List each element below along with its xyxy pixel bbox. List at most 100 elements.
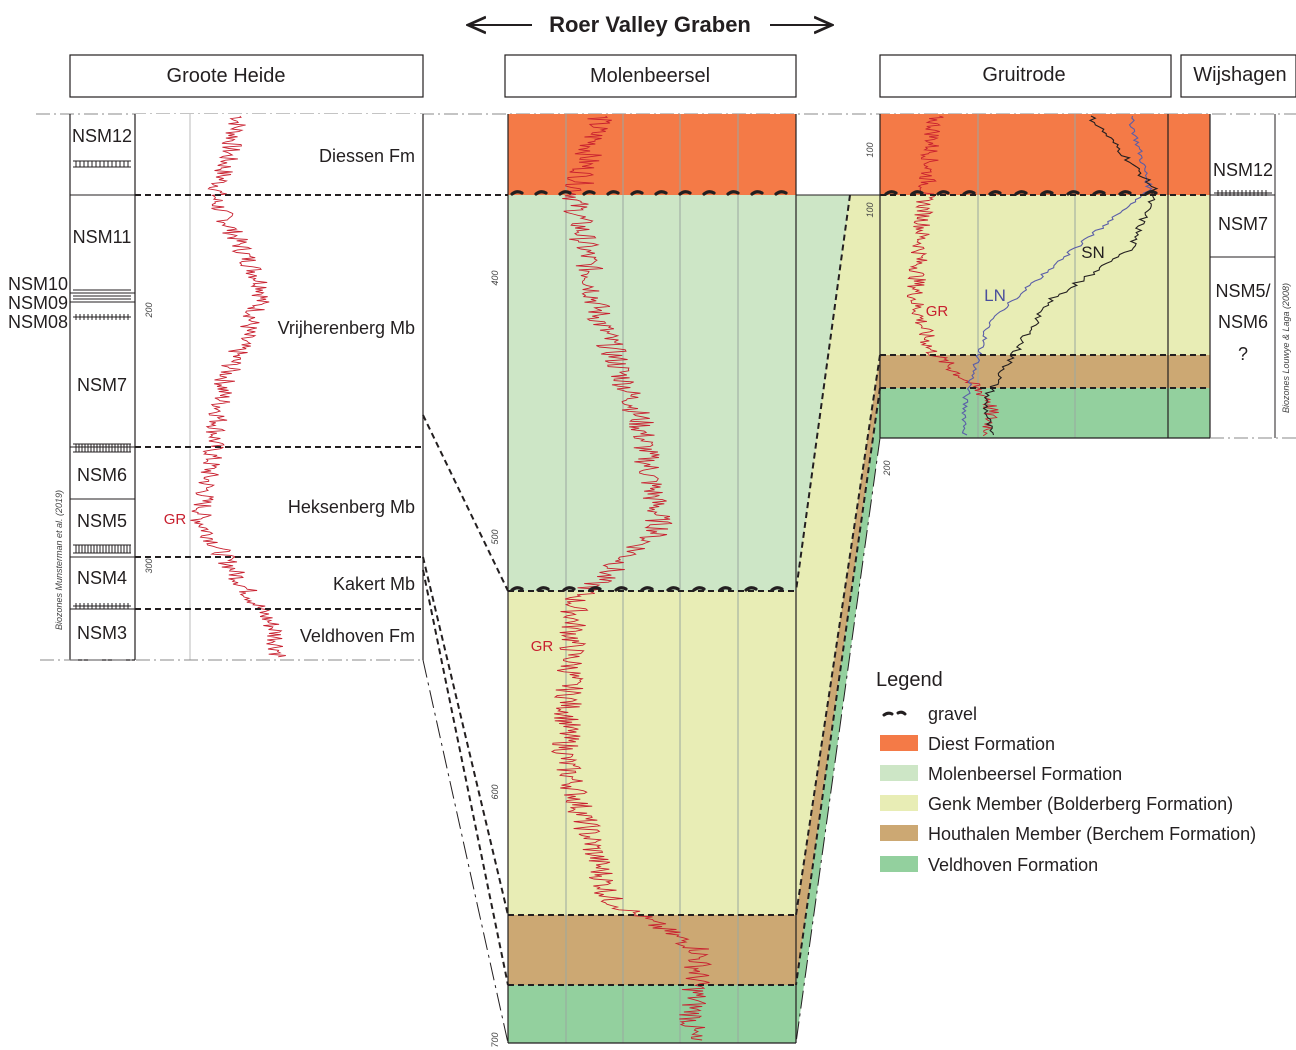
legend-item-diest: Diest Formation: [880, 734, 1055, 754]
legend-swatch: [880, 765, 918, 781]
gr-log-curve: [190, 115, 286, 658]
biozone-label: NSM6: [77, 465, 127, 485]
gravel-mark: [640, 586, 654, 592]
gravel-mark: [702, 190, 716, 196]
diest-fill: [508, 114, 796, 195]
header-box-groote-heide: [69, 54, 424, 98]
biozone-label: NSM7: [1218, 214, 1268, 234]
biozone-hatch: [1214, 190, 1272, 196]
gravel-mark: [1144, 190, 1158, 196]
veldhoven-fill: [508, 985, 796, 1043]
gravel-mark: [962, 190, 976, 196]
biozone-source-groote-heide: Biozones Munsterman et al. (2019): [54, 490, 64, 630]
datum-correlation: [422, 437, 881, 1044]
wijshagen-column: NSM12 NSM7 NSM5/ NSM6 ? Biozones Louwye …: [1210, 114, 1291, 438]
biozone-label: NSM12: [72, 126, 132, 146]
molenbeersel-wedge: [796, 195, 850, 591]
gr-log-curve: [550, 115, 713, 1041]
header-box-molenbeersel: [504, 54, 797, 98]
unit-label: Heksenberg Mb: [288, 497, 415, 517]
legend-item-veldhoven: Veldhoven Formation: [880, 855, 1098, 875]
gravel-mark: [1066, 190, 1080, 196]
header-wijshagen: Wijshagen: [1193, 64, 1286, 86]
gravel-mark: [582, 190, 596, 196]
biozone-label: NSM11: [73, 227, 132, 247]
header-groote-heide: Groote Heide: [167, 65, 286, 87]
legend-label: gravel: [928, 704, 977, 724]
veldhoven-correlation: [796, 388, 880, 1043]
groote-heide-log-track: [135, 114, 423, 660]
gravel-mark: [770, 586, 784, 592]
header-molenbeersel: Molenbeersel: [590, 65, 710, 87]
depth-tick: 100: [865, 202, 875, 217]
gr-log-label: GR: [926, 303, 949, 320]
biozone-label: NSM5: [77, 511, 127, 531]
legend-swatch: [880, 795, 918, 811]
gravel-mark: [1040, 190, 1054, 196]
houthalen-correlation: [796, 355, 880, 985]
biozone-label: NSM4: [77, 568, 127, 588]
gravel-mark: [558, 190, 572, 196]
gravel-layers: [510, 190, 1158, 592]
biozone-label: NSM7: [77, 375, 127, 395]
depth-tick: 700: [490, 1032, 500, 1047]
header-gruitrode: Gruitrode: [982, 64, 1065, 86]
legend-swatch: [880, 735, 918, 751]
sn-log-curve: [982, 115, 1159, 436]
legend-item-genk: Genk Member (Bolderberg Formation): [880, 794, 1233, 814]
depth-tick: 200: [882, 460, 892, 476]
biozone-label: NSM12: [1213, 160, 1273, 180]
gravel-mark: [666, 586, 680, 592]
gravel-mark: [534, 190, 548, 196]
gravel-mark: [510, 586, 524, 592]
graben-title: Roer Valley Graben: [468, 12, 832, 37]
groote-heide-column: NSM12 NSM11 NSM10 NSM09 NSM08 NSM7 NSM6 …: [8, 114, 424, 661]
gravel-mark: [536, 586, 550, 592]
legend-label: Diest Formation: [928, 734, 1055, 754]
unit-label: Veldhoven Fm: [300, 626, 415, 646]
gr-log-label: GR: [531, 638, 554, 655]
gravel-mark: [614, 586, 628, 592]
sn-log-label: SN: [1081, 243, 1105, 262]
header-box-wijshagen: [1180, 54, 1296, 98]
gravel-mark: [562, 586, 576, 592]
houthalen-fill: [880, 355, 1210, 388]
gravel-mark: [654, 190, 668, 196]
houthalen-fill: [508, 915, 796, 985]
legend-swatch: [880, 856, 918, 872]
gr-log-label: GR: [164, 511, 187, 528]
gravel-mark: [750, 190, 764, 196]
biozone-source-wijshagen: Biozones Louwye & Laga (2008): [1281, 283, 1291, 413]
depth-tick: 300: [144, 558, 154, 573]
gravel-mark: [744, 586, 758, 592]
well-headers: Groote Heide Molenbeersel Gruitrode Wijs…: [69, 54, 1296, 98]
molenbeersel-column: 400 500 600 700 GR: [490, 114, 850, 1048]
legend-swatch: [880, 825, 918, 841]
legend-item-molenbeersel: Molenbeersel Formation: [880, 764, 1122, 784]
gravel-mark: [1014, 190, 1028, 196]
legend-item-houthalen: Houthalen Member (Berchem Formation): [880, 824, 1256, 844]
gruitrode-column: 100 100 200 GR LN SN: [865, 114, 1296, 477]
unit-label: Diessen Fm: [319, 146, 415, 166]
gravel-mark: [588, 586, 602, 592]
biozone-label: NSM08: [8, 312, 68, 332]
ln-log-curve: [961, 115, 1153, 436]
biozone-label: ?: [1238, 344, 1248, 364]
veldhoven-fill: [880, 388, 1210, 438]
gravel-icon: [882, 710, 907, 717]
biozone-label: NSM6: [1218, 312, 1268, 332]
legend-label: Genk Member (Bolderberg Formation): [928, 794, 1233, 814]
depth-tick: 500: [490, 529, 500, 544]
gravel-mark: [1118, 190, 1132, 196]
gravel-mark: [692, 586, 706, 592]
gravel-mark: [510, 190, 524, 196]
biozone-label: NSM10: [8, 274, 68, 294]
legend: Legend gravel Diest Formation Molenbeers…: [876, 669, 1256, 875]
unit-label: Vrijherenberg Mb: [278, 318, 415, 338]
biozone-hatch: [73, 160, 131, 609]
correlation-lines: [135, 194, 1210, 986]
gravel-mark: [630, 190, 644, 196]
legend-label: Houthalen Member (Berchem Formation): [928, 824, 1256, 844]
depth-tick: 400: [490, 270, 500, 285]
gravel-mark: [884, 190, 898, 196]
